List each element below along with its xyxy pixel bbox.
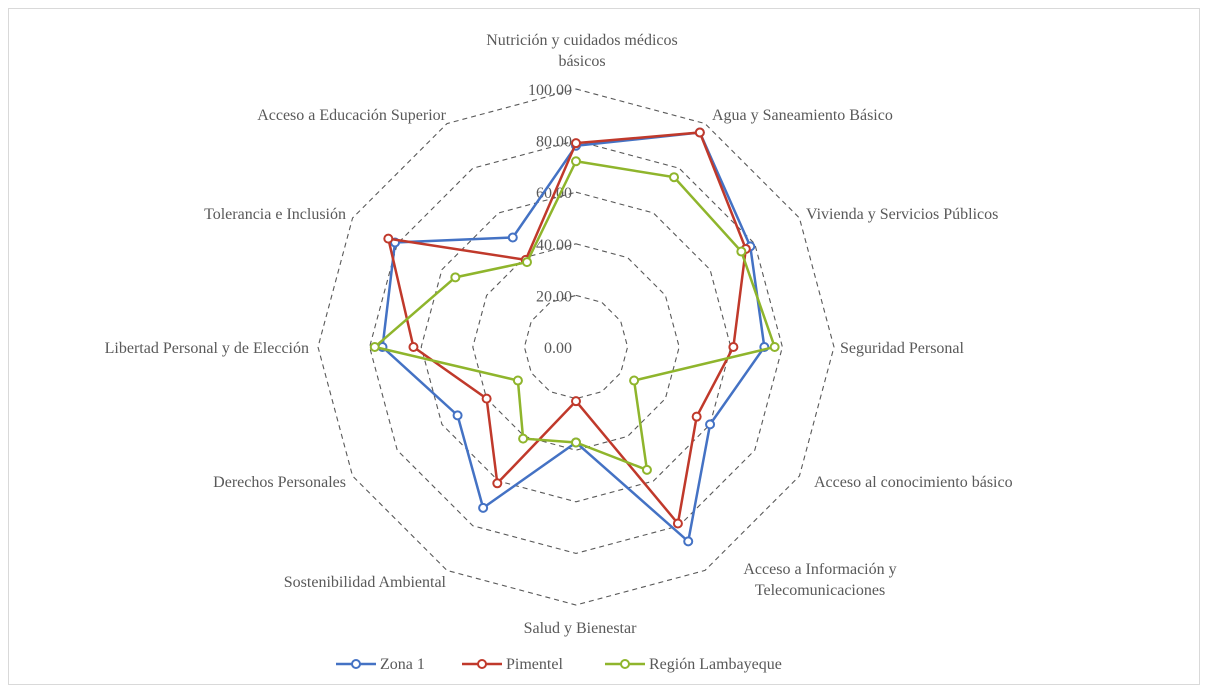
legend-swatch-marker: [351, 659, 361, 669]
data-point: [383, 233, 394, 244]
series-layer: [369, 127, 780, 547]
axis-label: Acceso al conocimiento básico: [814, 474, 1013, 491]
data-point: [512, 375, 523, 386]
data-point: [571, 156, 581, 167]
axis-label: Acceso a Información y Telecomunicaciones: [743, 561, 896, 599]
tick-label: 100.00: [528, 82, 572, 99]
axis-label: Agua y Saneamiento Básico: [712, 107, 893, 124]
grid-ring: [523, 294, 629, 400]
data-point: [571, 437, 581, 448]
data-point: [518, 433, 529, 444]
axis-label: Sostenibilidad Ambiental: [284, 574, 447, 591]
grid-ring: [420, 191, 732, 503]
data-point: [683, 536, 694, 547]
axis-labels: Nutrición y cuidados médicos básicos Agua …: [105, 32, 1013, 637]
legend-label: Zona 1: [380, 656, 425, 673]
tick-label: 0.00: [544, 340, 572, 357]
axis-label: Libertad Personal y de Elección: [105, 340, 309, 357]
data-point: [507, 232, 518, 243]
data-point: [478, 502, 489, 513]
data-point: [669, 172, 680, 183]
axis-label: Tolerancia e Inclusión: [204, 206, 346, 223]
data-point: [408, 342, 419, 352]
data-point: [481, 393, 492, 404]
legend-swatch-marker: [620, 659, 630, 669]
legend-label: Pimentel: [506, 656, 563, 673]
axis-label: Nutrición y cuidados médicos básicos: [486, 32, 678, 70]
data-point: [450, 272, 461, 283]
tick-label: 20.00: [536, 288, 572, 305]
data-point: [694, 127, 705, 138]
data-point: [521, 257, 532, 268]
data-point: [728, 342, 739, 352]
tick-label: 80.00: [536, 134, 572, 151]
data-point: [492, 478, 503, 489]
legend-entry: Pimentel: [462, 656, 563, 673]
axis-label: Vivienda y Servicios Públicos: [806, 206, 998, 223]
series-group: [369, 156, 780, 475]
legend-entry: Región Lambayeque: [605, 656, 782, 673]
data-point: [672, 518, 683, 529]
data-point: [629, 375, 640, 386]
legend-swatch-marker: [477, 659, 487, 669]
radar-chart: Nutrición y cuidados médicos básicos Agua …: [105, 32, 1013, 673]
axis-label: Salud y Bienestar: [524, 620, 638, 637]
legend-label: Región Lambayeque: [649, 656, 782, 673]
grid-ring: [369, 140, 783, 554]
data-point: [769, 342, 780, 352]
legend-entry: Zona 1: [336, 656, 425, 673]
axis-label: Acceso a Educación Superior: [257, 107, 446, 124]
chart-container: Nutrición y cuidados médicos básicos Agua …: [8, 8, 1200, 685]
data-point: [571, 138, 581, 149]
data-point: [452, 410, 463, 421]
data-point: [691, 411, 702, 422]
legend: Zona 1 Pimentel Región Lambayeque: [336, 656, 782, 673]
series-group: [377, 127, 770, 547]
grid-ring: [472, 243, 680, 451]
grid-layer: [317, 88, 835, 606]
axis-label: Seguridad Personal: [840, 340, 965, 357]
data-point: [705, 419, 716, 430]
data-point: [736, 246, 747, 257]
series-line: [381, 131, 766, 544]
data-point: [571, 396, 581, 407]
grid-ring: [317, 88, 835, 606]
data-point: [369, 342, 380, 352]
tick-label: 40.00: [536, 237, 572, 254]
data-point: [641, 464, 652, 475]
axis-label: Derechos Personales: [213, 474, 346, 491]
